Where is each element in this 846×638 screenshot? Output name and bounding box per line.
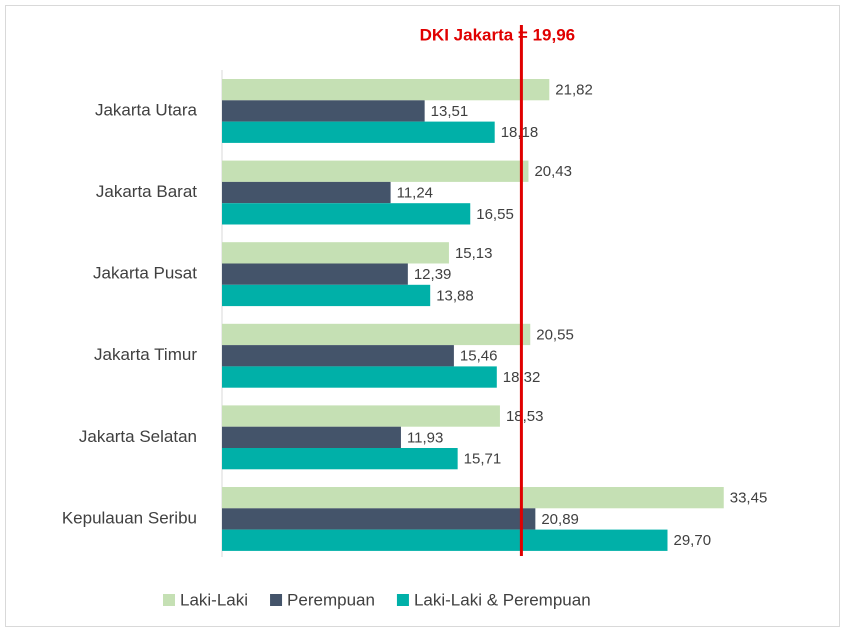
bar	[222, 426, 401, 448]
value-label: 13,51	[431, 103, 469, 120]
value-label: 21,82	[555, 82, 593, 99]
bar	[222, 79, 550, 101]
y-tick-label: Jakarta Pusat	[93, 264, 197, 283]
bar	[222, 448, 458, 470]
legend-label: Laki-Laki & Perempuan	[414, 590, 591, 609]
bar	[222, 366, 497, 388]
value-label: 29,70	[674, 532, 712, 549]
bar	[222, 242, 449, 264]
bar	[222, 529, 668, 551]
reference-label: DKI Jakarta = 19,96	[420, 25, 575, 44]
y-tick-label: Kepulauan Seribu	[62, 508, 197, 527]
y-tick-label: Jakarta Utara	[95, 100, 198, 119]
bar	[222, 323, 531, 346]
bar	[222, 263, 408, 285]
bar	[222, 345, 454, 367]
value-label: 16,55	[476, 206, 514, 223]
value-label: 18,53	[506, 408, 544, 425]
value-label: 20,43	[534, 163, 572, 180]
bar	[222, 160, 529, 182]
value-label: 15,13	[455, 245, 493, 262]
legend-label: Laki-Laki	[180, 590, 248, 609]
value-label: 20,55	[536, 326, 574, 343]
bar	[222, 121, 495, 143]
bar	[222, 284, 431, 307]
value-label: 33,45	[730, 490, 768, 507]
bar	[222, 203, 471, 225]
value-label: 18,18	[501, 124, 539, 141]
value-label: 15,71	[464, 451, 502, 468]
legend-swatch	[163, 594, 175, 606]
value-label: 12,39	[414, 266, 452, 283]
legend-label: Perempuan	[287, 590, 375, 609]
value-label: 11,93	[407, 429, 443, 446]
bar	[222, 405, 500, 427]
value-label: 11,24	[397, 185, 433, 202]
bar	[222, 487, 724, 509]
y-tick-label: Jakarta Timur	[94, 345, 197, 364]
y-tick-label: Jakarta Selatan	[79, 427, 197, 446]
bar	[222, 181, 391, 204]
value-label: 15,46	[460, 348, 498, 365]
legend-swatch	[270, 594, 283, 606]
value-label: 13,88	[436, 287, 474, 304]
legend-swatch	[396, 594, 409, 606]
bar	[222, 100, 425, 122]
bar	[222, 508, 536, 530]
y-tick-label: Jakarta Barat	[96, 182, 197, 201]
value-label: 20,89	[541, 511, 579, 528]
